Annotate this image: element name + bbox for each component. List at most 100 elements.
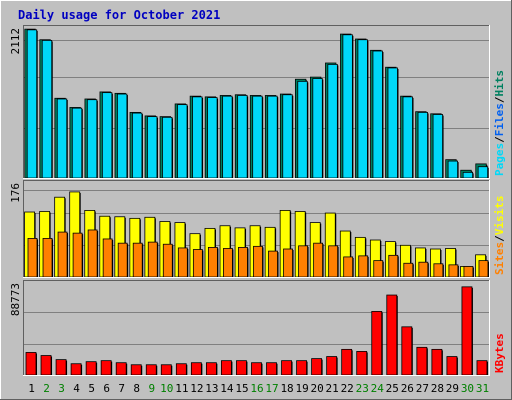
- bar-sites-day-27: [418, 261, 429, 278]
- x-tick-label-day-17: 17: [265, 382, 278, 395]
- bar-kbytes-day-2: [40, 355, 52, 376]
- x-tick-label-day-31: 31: [476, 382, 489, 395]
- bar-pages-day-5: [86, 99, 98, 179]
- bar-sites-day-1: [27, 238, 38, 278]
- bar-kbytes-day-14: [221, 360, 232, 376]
- bar-pages-day-28: [432, 114, 443, 179]
- bar-pages-day-26: [402, 96, 413, 179]
- y-max-label-middle: 176: [9, 183, 22, 203]
- bar-kbytes-day-12: [190, 362, 202, 376]
- bar-sites-day-15: [238, 247, 248, 278]
- bar-kbytes-day-24: [371, 311, 383, 376]
- x-tick-label-day-3: 3: [58, 382, 65, 395]
- bar-sites-day-5: [87, 229, 98, 278]
- bar-sites-day-4: [72, 232, 83, 278]
- bar-pages-day-19: [297, 80, 308, 179]
- bar-kbytes-day-3: [55, 359, 67, 376]
- bar-kbytes-day-5: [85, 361, 97, 376]
- bar-kbytes-day-8: [130, 364, 142, 376]
- bar-kbytes-day-9: [145, 364, 157, 376]
- bar-pages-day-24: [372, 50, 383, 179]
- x-tick-label-day-21: 21: [326, 382, 339, 395]
- legend-middle: Sites/Visits: [493, 196, 506, 276]
- bar-pages-day-11: [177, 104, 188, 179]
- x-tick-label-day-24: 24: [371, 382, 385, 395]
- bar-sites-day-9: [147, 241, 158, 278]
- bar-kbytes-day-16: [251, 362, 262, 376]
- bar-kbytes-day-26: [401, 326, 413, 376]
- bar-kbytes-day-21: [326, 356, 338, 376]
- x-tick-label-day-18: 18: [280, 382, 293, 395]
- x-tick-label-day-8: 8: [133, 382, 140, 395]
- panel-bottom: 88773 KBytes: [9, 280, 506, 376]
- x-tick-label-day-12: 12: [190, 382, 203, 395]
- x-tick-label-day-20: 20: [311, 382, 324, 395]
- bar-pages-day-7: [116, 93, 128, 179]
- bar-pages-day-17: [267, 95, 278, 179]
- x-tick-label-day-22: 22: [341, 382, 354, 395]
- bar-kbytes-day-27: [416, 346, 428, 376]
- x-tick-label-day-15: 15: [235, 382, 248, 395]
- x-tick-label-day-1: 1: [28, 382, 35, 395]
- bar-kbytes-day-10: [160, 364, 172, 376]
- legend-item-sites: Sites: [493, 242, 506, 275]
- bar-sites-day-16: [253, 245, 263, 278]
- bar-pages-day-27: [417, 111, 428, 179]
- bar-pages-day-4: [71, 107, 83, 179]
- bar-sites-day-31: [478, 260, 489, 278]
- bar-sites-day-13: [207, 247, 218, 278]
- bar-kbytes-day-19: [296, 360, 307, 376]
- bar-pages-day-15: [237, 95, 248, 179]
- bar-kbytes-day-31: [476, 360, 488, 376]
- bar-pages-day-6: [101, 92, 113, 179]
- bar-kbytes-day-18: [281, 360, 292, 376]
- x-tick-label-day-13: 13: [205, 382, 218, 395]
- bar-sites-day-28: [433, 263, 444, 278]
- x-tick-label-day-14: 14: [220, 382, 234, 395]
- bar-kbytes-day-6: [100, 360, 112, 376]
- bar-pages-day-13: [207, 97, 218, 179]
- legend-separator-3: /: [493, 96, 506, 103]
- bar-kbytes-day-7: [115, 362, 127, 376]
- bar-pages-day-10: [162, 116, 173, 179]
- x-tick-label-day-30: 30: [461, 382, 474, 395]
- bar-pages-day-21: [327, 64, 338, 179]
- legend-bottom: KBytes: [493, 333, 506, 373]
- bar-pages-day-8: [132, 112, 143, 179]
- bar-sites-day-8: [132, 242, 143, 278]
- bar-sites-day-25: [388, 254, 399, 278]
- bar-kbytes-day-28: [431, 348, 443, 376]
- bar-sites-day-7: [117, 242, 128, 278]
- legend-top: Pages/Files/Hits: [493, 70, 506, 176]
- bar-pages-day-1: [26, 29, 38, 179]
- x-tick-label-day-4: 4: [73, 382, 80, 395]
- bar-kbytes-day-25: [386, 294, 398, 376]
- legend-item-hits: Hits: [493, 70, 506, 97]
- bar-kbytes-day-15: [236, 360, 247, 376]
- x-tick-label-day-27: 27: [416, 382, 429, 395]
- bar-pages-day-25: [387, 67, 398, 179]
- bar-pages-day-2: [41, 40, 53, 179]
- x-tick-label-day-5: 5: [88, 382, 95, 395]
- bar-kbytes-day-23: [356, 351, 368, 376]
- chart-title: Daily usage for October 2021: [18, 8, 220, 22]
- x-tick-label-day-16: 16: [250, 382, 263, 395]
- bar-kbytes-day-1: [25, 352, 37, 376]
- x-tick-label-day-7: 7: [118, 382, 125, 395]
- bar-pages-day-23: [357, 39, 368, 179]
- bar-pages-day-9: [147, 116, 158, 179]
- legend-item-kbytes: KBytes: [493, 333, 506, 373]
- x-tick-label-day-28: 28: [431, 382, 444, 395]
- bar-sites-day-22: [343, 256, 354, 278]
- bar-pages-day-12: [192, 96, 203, 179]
- bar-pages-day-31: [477, 166, 489, 179]
- bar-kbytes-day-30: [461, 286, 473, 376]
- bar-pages-day-22: [342, 34, 353, 179]
- bar-sites-day-20: [313, 242, 324, 278]
- x-tick-label-day-11: 11: [175, 382, 188, 395]
- x-axis-labels: 1 2 3 4 5 6 7 8 9 10 11 12 13 14 15 16 17 18 19 20 21 22 23 24 2…: [28, 382, 489, 395]
- bar-pages-day-20: [312, 78, 323, 179]
- legend-separator-1: /: [493, 136, 506, 143]
- bar-kbytes-day-20: [311, 358, 323, 376]
